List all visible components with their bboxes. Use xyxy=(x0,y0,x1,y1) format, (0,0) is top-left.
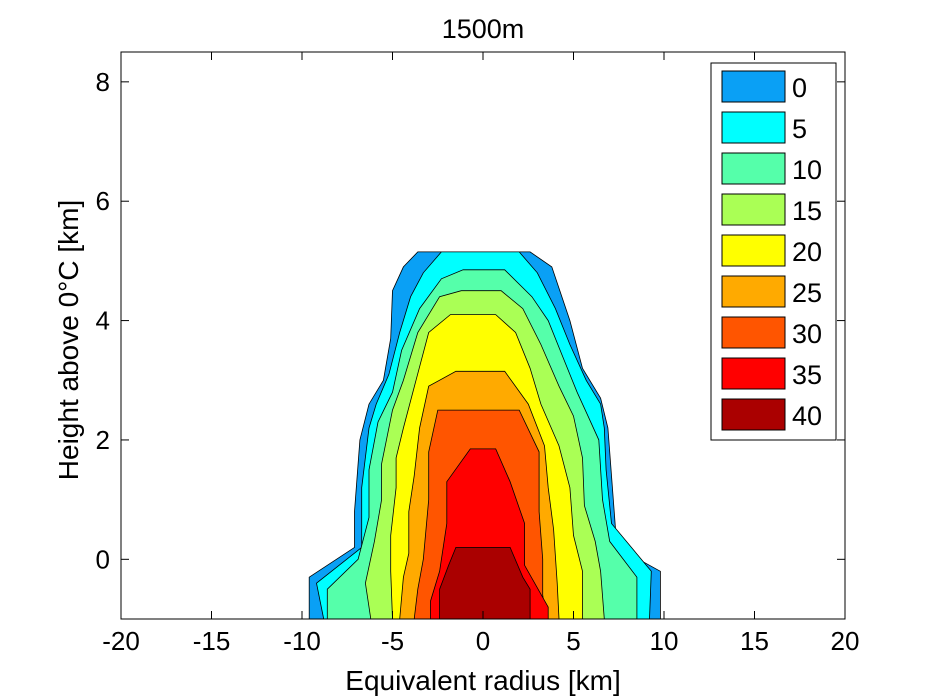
y-axis-label: Height above 0°C [km] xyxy=(53,200,84,480)
x-axis-label: Equivalent radius [km] xyxy=(345,665,620,696)
contour-fills xyxy=(308,251,661,620)
y-tick-label: 8 xyxy=(96,67,110,97)
y-tick-label: 6 xyxy=(96,186,110,216)
legend-label-10: 10 xyxy=(792,155,822,185)
legend-label-35: 35 xyxy=(792,360,822,390)
x-tick-label: -15 xyxy=(193,626,231,656)
legend-label-20: 20 xyxy=(792,237,822,267)
legend-swatch-40 xyxy=(721,398,786,431)
x-tick-label: 0 xyxy=(476,626,490,656)
legend-label-5: 5 xyxy=(792,114,807,144)
legend-swatch-25 xyxy=(721,275,786,308)
y-tick-label: 0 xyxy=(96,544,110,574)
x-tick-label: 10 xyxy=(650,626,679,656)
x-tick-label: 5 xyxy=(566,626,580,656)
legend-swatch-30 xyxy=(721,316,786,349)
legend-label-15: 15 xyxy=(792,196,822,226)
x-tick-label: -20 xyxy=(102,626,140,656)
legend-label-0: 0 xyxy=(792,73,807,103)
legend-swatch-0 xyxy=(721,70,786,103)
y-tick-label: 2 xyxy=(96,425,110,455)
chart-title: 1500m xyxy=(442,14,525,44)
axis-ticks: -20 -15 -10 -5 0 5 10 15 20 0 2 4 6 8 xyxy=(96,52,860,656)
legend-label-25: 25 xyxy=(792,278,822,308)
legend-swatch-15 xyxy=(721,193,786,226)
legend-swatch-20 xyxy=(721,234,786,267)
legend-label-30: 30 xyxy=(792,319,822,349)
legend-swatch-5 xyxy=(721,111,786,144)
x-tick-label: -5 xyxy=(381,626,404,656)
legend-swatch-10 xyxy=(721,152,786,185)
x-tick-label: 15 xyxy=(740,626,769,656)
x-tick-label: -10 xyxy=(283,626,321,656)
y-tick-label: 4 xyxy=(96,306,110,336)
legend-label-40: 40 xyxy=(792,401,822,431)
contour-region-40 xyxy=(439,547,531,620)
legend-swatch-35 xyxy=(721,357,786,390)
x-tick-label: 20 xyxy=(831,626,860,656)
legend: 0 5 10 15 20 25 30 35 40 xyxy=(710,62,837,441)
